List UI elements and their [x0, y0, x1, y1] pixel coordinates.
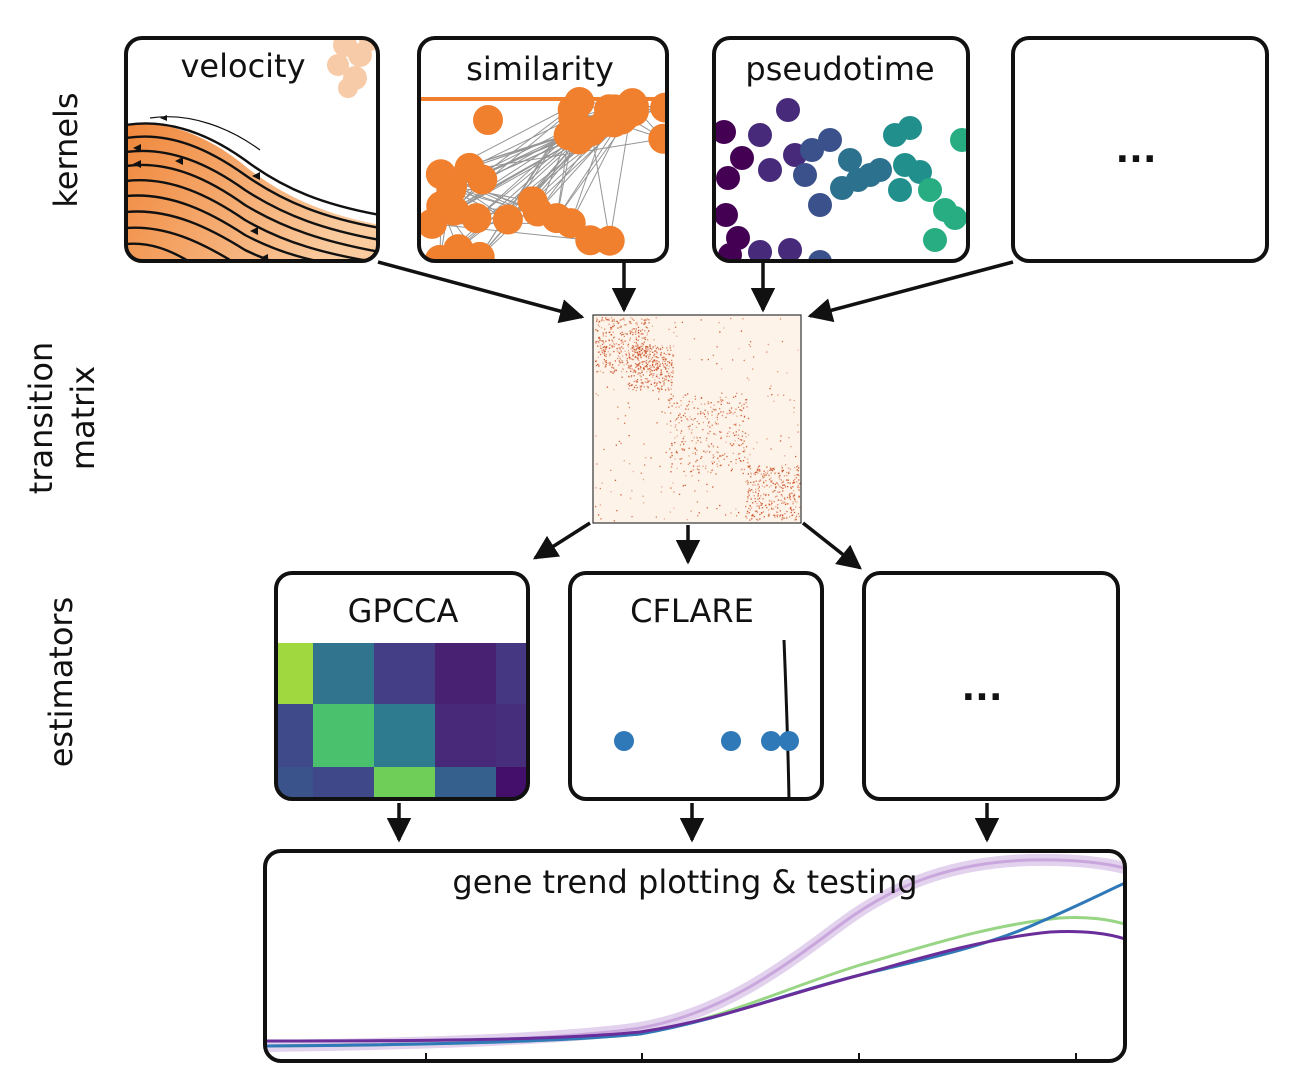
estimator-gpcca-frame	[274, 571, 530, 801]
estimator-cflare: CFLARE	[568, 571, 824, 801]
velocity-streamlines	[126, 116, 378, 261]
row-label-kernels: kernels	[47, 92, 85, 207]
pseudotime-cells	[714, 98, 968, 261]
kernel-pseudotime-frame	[712, 36, 970, 263]
velocity-cloud	[126, 123, 378, 261]
estimator-gpcca-title: GPCCA	[348, 592, 459, 630]
arrows-to-estimators	[532, 521, 862, 570]
gpcca-heatmap	[276, 643, 528, 799]
kernel-similarity-frame	[417, 36, 669, 263]
kernel-more-frame	[1011, 36, 1269, 263]
cflare-dots	[614, 731, 799, 751]
arrows-to-trends	[386, 803, 1000, 843]
estimator-more-frame	[862, 571, 1120, 801]
estimator-cflare-frame	[568, 571, 824, 801]
gene-trends-frame	[263, 849, 1127, 1063]
kernel-similarity: similarity	[417, 36, 669, 263]
cflare-line	[782, 639, 791, 799]
similarity-graph	[419, 87, 667, 261]
kernel-velocity: velocity	[124, 36, 380, 263]
gene-trends-title: gene trend plotting & testing	[452, 863, 917, 901]
kernel-pseudotime: pseudotime	[712, 36, 970, 263]
row-label-estimators: estimators	[42, 597, 80, 768]
kernel-similarity-title: similarity	[466, 50, 614, 88]
kernel-velocity-title: velocity	[180, 47, 305, 85]
estimator-cflare-title: CFLARE	[630, 592, 754, 630]
gene-trends-panel: gene trend plotting & testing	[263, 849, 1127, 1063]
gene-trend-curves	[265, 853, 1125, 1052]
kernel-velocity-frame	[124, 36, 380, 263]
kernel-pseudotime-title: pseudotime	[745, 50, 934, 88]
row-label-transition: transition	[22, 342, 60, 494]
arrows-to-matrix	[377, 260, 1014, 324]
kernel-more-ellipsis: ...	[1115, 130, 1156, 171]
estimator-gpcca: GPCCA	[274, 571, 530, 801]
transition-matrix	[592, 314, 802, 524]
trend-dark-purple	[265, 930, 1125, 1043]
estimator-more: ...	[862, 571, 1120, 801]
kernel-more: ...	[1011, 36, 1269, 263]
transition-matrix-frame	[592, 314, 802, 524]
estimator-more-ellipsis: ...	[961, 668, 1002, 709]
row-label-matrix: matrix	[64, 366, 102, 470]
